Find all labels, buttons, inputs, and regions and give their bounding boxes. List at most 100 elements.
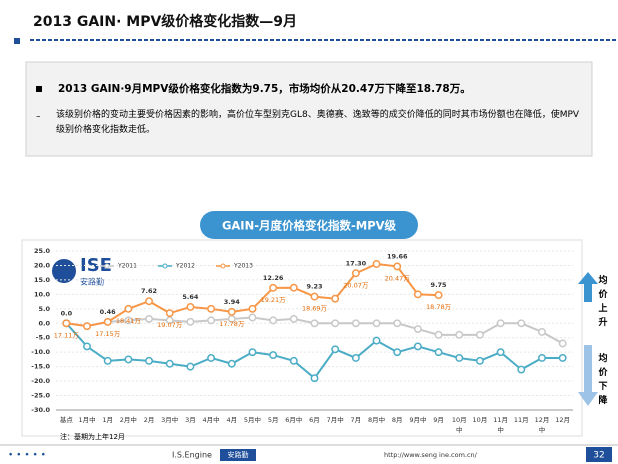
point xyxy=(269,283,278,292)
footer-url: http://www.seng ine.com.cn/ xyxy=(384,451,478,459)
point xyxy=(227,359,236,368)
side-char: 均 xyxy=(598,274,607,286)
point xyxy=(103,356,112,365)
up-arrow xyxy=(578,272,598,302)
point xyxy=(434,330,443,339)
side-label: 均价下降 xyxy=(598,352,608,406)
point xyxy=(186,317,195,326)
y-tick-label: 5.0 xyxy=(38,305,50,313)
point xyxy=(248,313,257,322)
point xyxy=(475,356,484,365)
value-label: 0.46 xyxy=(100,308,117,316)
side-char: 价 xyxy=(598,289,608,300)
legend-label: Y2011 xyxy=(117,263,137,270)
page-badge xyxy=(586,447,612,462)
x-tick-label: 2月 xyxy=(144,416,155,424)
point xyxy=(331,294,340,303)
point xyxy=(83,342,91,351)
down-arrow xyxy=(578,345,598,406)
side-label: 均价上升 xyxy=(598,274,608,328)
x-tick-label: 10月中 xyxy=(452,416,467,434)
bullet xyxy=(36,86,42,92)
x-tick-label: 5月 xyxy=(268,416,279,424)
summary-detail: 该级别价格的变动主要受价格因素的影响，高价位车型别克GL8、奥德赛、逸致等的成交… xyxy=(56,110,580,135)
y-tick-label: -5.0 xyxy=(36,334,51,342)
x-tick-label: 8月中 xyxy=(368,415,385,424)
point xyxy=(83,322,91,331)
point xyxy=(165,359,174,368)
point xyxy=(124,316,133,325)
header-mark xyxy=(14,38,20,44)
point xyxy=(310,292,319,301)
y-tick-label: -25.0 xyxy=(31,392,50,400)
price-annotation: 17.78万 xyxy=(219,320,245,328)
chart-title: GAIN-月度价格变化指数-MPV级 xyxy=(222,219,397,233)
point xyxy=(393,262,402,271)
summary-headline: 2013 GAIN·9月MPV级价格变化指数为9.75，市场均价从20.47万下… xyxy=(58,82,471,95)
x-tick-label: 12月 xyxy=(555,416,570,424)
x-tick-label: 4月中 xyxy=(203,415,220,424)
x-tick-label: 5月中 xyxy=(244,415,261,424)
x-tick-label: 11月中 xyxy=(493,416,508,434)
point xyxy=(538,354,546,362)
y-tick-label: 15.0 xyxy=(34,276,51,284)
point xyxy=(517,365,526,374)
point xyxy=(434,348,443,357)
point xyxy=(538,327,546,336)
x-tick-label: 6月中 xyxy=(285,415,302,424)
footer-brand-cn: 安路勤 xyxy=(228,450,249,459)
logo-globe xyxy=(52,259,76,283)
point xyxy=(372,336,381,345)
point xyxy=(269,316,278,325)
point xyxy=(62,319,71,328)
value-label: 5.64 xyxy=(182,293,199,301)
point xyxy=(124,355,133,364)
point xyxy=(455,330,464,339)
point xyxy=(351,269,360,278)
point xyxy=(186,303,195,311)
value-label: 3.94 xyxy=(224,298,241,306)
point xyxy=(289,356,298,365)
legend-marker xyxy=(220,263,226,269)
value-label: 7.62 xyxy=(141,287,157,295)
point xyxy=(413,325,422,334)
x-tick-label: 3月中 xyxy=(161,415,178,424)
y-tick-label: -15.0 xyxy=(31,363,50,371)
point xyxy=(145,314,154,323)
header-bar xyxy=(0,10,618,40)
point xyxy=(372,260,381,268)
point xyxy=(207,316,216,325)
side-char: 价 xyxy=(598,367,608,378)
legend-marker xyxy=(162,263,168,269)
point xyxy=(393,348,402,357)
x-tick-label: 7月 xyxy=(351,416,362,424)
point xyxy=(496,319,505,328)
point xyxy=(372,319,381,328)
point xyxy=(310,374,319,383)
note: 注：基期为上年12月 xyxy=(60,432,125,441)
side-char: 下 xyxy=(598,381,607,392)
x-tick-label: 9月中 xyxy=(409,415,426,424)
point xyxy=(393,319,402,328)
point xyxy=(227,307,236,316)
x-tick-part: 中 xyxy=(539,425,546,434)
x-tick-part: 中 xyxy=(497,425,504,434)
price-annotation: 19.07万 xyxy=(157,321,183,329)
y-tick-label: 0.0 xyxy=(38,319,50,327)
x-tick-label: 4月 xyxy=(226,416,237,424)
logo-name: 安路勤 xyxy=(80,277,104,287)
point xyxy=(496,348,505,357)
footer-dots: • • • • • xyxy=(8,451,46,461)
point xyxy=(186,362,195,371)
price-annotation: 20.07万 xyxy=(343,281,369,289)
value-label: 9.75 xyxy=(431,281,448,289)
summary-box xyxy=(25,61,593,157)
point xyxy=(103,317,112,326)
x-tick-label: 3月 xyxy=(185,416,196,424)
summary-detail-box: 该级别价格的变动主要受价格因素的影响，高价位车型别克GL8、奥德赛、逸致等的成交… xyxy=(56,110,580,135)
point xyxy=(207,354,216,362)
y-tick-label: -30.0 xyxy=(31,406,50,414)
x-tick-label: 7月中 xyxy=(327,415,344,424)
y-tick-label: 10.0 xyxy=(34,290,51,298)
point xyxy=(207,304,216,313)
